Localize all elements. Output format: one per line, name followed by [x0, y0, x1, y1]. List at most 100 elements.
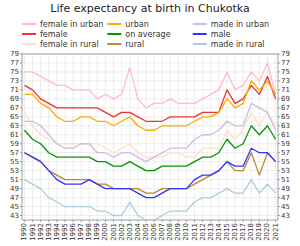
y2-tick	[278, 215, 280, 216]
x-tick	[105, 220, 106, 222]
y2-tick-label: 53	[281, 167, 290, 175]
x-tick-label: 1999	[93, 223, 101, 241]
x-tick-label: 2011	[191, 223, 199, 241]
grid-line-x	[243, 54, 244, 220]
y2-tick-label: 55	[281, 158, 290, 166]
y-tick-label: 43	[10, 212, 19, 220]
x-tick	[218, 220, 219, 222]
y-tick-label: 51	[10, 176, 19, 184]
x-tick	[24, 220, 25, 222]
y2-tick-label: 63	[281, 122, 290, 130]
series-line	[24, 76, 275, 121]
x-tick-label: 2018	[247, 223, 255, 241]
x-tick	[243, 220, 244, 222]
y-tick-label: 73	[10, 77, 19, 85]
x-tick	[64, 220, 65, 222]
y2-tick-label: 77	[281, 59, 290, 67]
y2-tick	[278, 134, 280, 135]
grid-line-y	[22, 161, 278, 162]
x-tick	[154, 220, 155, 222]
y2-tick	[278, 62, 280, 63]
grid-line-x	[194, 54, 195, 220]
grid-line-x	[154, 54, 155, 220]
grid-line-x	[64, 54, 65, 220]
x-tick-label: 2009	[174, 223, 182, 241]
y-tick-label: 69	[10, 95, 19, 103]
series-line	[24, 126, 275, 171]
grid-line-x	[275, 54, 276, 220]
y-tick-label: 53	[10, 167, 19, 175]
grid-line-y	[22, 116, 278, 117]
grid-line-y	[22, 80, 278, 81]
grid-line-x	[48, 54, 49, 220]
grid-line-x	[73, 54, 74, 220]
grid-line-x	[137, 54, 138, 220]
y-tick-label: 61	[10, 131, 19, 139]
x-tick	[97, 220, 98, 222]
y2-tick-label: 79	[281, 50, 290, 58]
grid-line-x	[97, 54, 98, 220]
y-tick-label: 75	[10, 68, 19, 76]
y2-tick	[278, 179, 280, 180]
x-tick-label: 2008	[166, 223, 174, 241]
legend-swatch	[107, 33, 121, 35]
grid-line-x	[121, 54, 122, 220]
legend-label: rural	[125, 40, 144, 49]
y-tick	[20, 170, 22, 171]
grid-line-x	[210, 54, 211, 220]
x-tick	[32, 220, 33, 222]
y2-tick-label: 47	[281, 194, 290, 202]
y-tick	[20, 134, 22, 135]
y-tick-label: 77	[10, 59, 19, 67]
y2-tick-label: 59	[281, 140, 290, 148]
y-tick	[20, 197, 22, 198]
x-tick	[235, 220, 236, 222]
grid-line-y	[22, 206, 278, 207]
y-tick-label: 45	[10, 203, 19, 211]
x-tick	[178, 220, 179, 222]
y2-tick	[278, 125, 280, 126]
x-tick-label: 2003	[126, 223, 134, 241]
y-tick-label: 63	[10, 122, 19, 130]
grid-line-y	[22, 152, 278, 153]
y2-tick	[278, 170, 280, 171]
grid-line-x	[218, 54, 219, 220]
legend-label: female in rural	[40, 40, 99, 49]
x-tick-label: 1996	[69, 222, 77, 240]
legend-label: made in rural	[211, 40, 265, 49]
y-tick-label: 49	[10, 185, 19, 193]
y-tick	[20, 125, 22, 126]
y2-tick-label: 49	[281, 185, 290, 193]
y-tick-label: 57	[10, 149, 19, 157]
y-tick-label: 59	[10, 140, 19, 148]
x-tick-label: 1997	[77, 223, 85, 241]
y-tick	[20, 54, 22, 55]
y-tick	[20, 98, 22, 99]
x-tick-label: 2006	[150, 222, 158, 240]
x-tick-label: 2014	[215, 222, 223, 240]
x-tick-label: 2004	[134, 222, 142, 240]
x-tick	[162, 220, 163, 222]
x-axis: 1990199119921993199419951996199719981999…	[20, 220, 279, 241]
x-tick	[129, 220, 130, 222]
x-tick-label: 2007	[158, 223, 166, 241]
legend: female in urbanfemalefemale in ruralurba…	[22, 20, 269, 49]
series-line	[24, 81, 275, 130]
grid-line-x	[81, 54, 82, 220]
x-tick-label: 1998	[85, 223, 93, 241]
x-tick-label: 2005	[142, 223, 150, 241]
y-tick-label: 47	[10, 194, 19, 202]
y2-tick	[278, 89, 280, 90]
grid-line-y	[22, 71, 278, 72]
x-tick	[194, 220, 195, 222]
chart: Life expectancy at birth in Chukotka4345…	[0, 0, 300, 246]
grid-line-x	[40, 54, 41, 220]
y2-tick	[278, 143, 280, 144]
y2-tick-label: 67	[281, 104, 290, 112]
y2-tick	[278, 152, 280, 153]
grid-line-x	[186, 54, 187, 220]
x-tick	[121, 220, 122, 222]
grid-line-x	[202, 54, 203, 220]
x-tick	[251, 220, 252, 222]
y2-tick	[278, 80, 280, 81]
